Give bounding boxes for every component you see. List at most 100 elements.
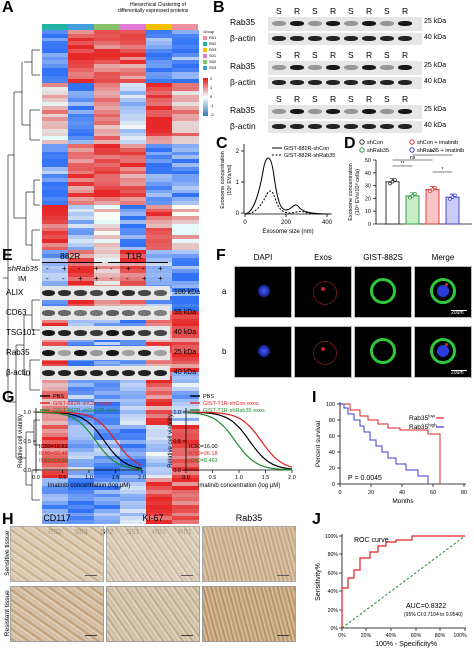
g-ic50: IC50=8.463 [189, 458, 218, 464]
heatmap-cell [42, 163, 69, 168]
cell-membrane [370, 278, 396, 304]
heatmap-cell [94, 98, 121, 103]
panel-letter-c: C [216, 135, 228, 152]
j-ytick: 60% [328, 571, 339, 577]
heatmap-cell [120, 250, 147, 255]
lane-label: R [294, 6, 301, 16]
lane-label: R [330, 50, 337, 60]
heatmap-cell [120, 144, 147, 149]
heatmap-cell [120, 98, 147, 103]
j-ytick: 0% [331, 626, 339, 632]
heatmap-cell [146, 303, 173, 308]
row-shrab35: shRab35 [8, 264, 39, 273]
heatmap-cell [172, 501, 199, 506]
heatmap-cell [68, 102, 95, 107]
heatmap-cell [94, 132, 121, 137]
band [106, 350, 119, 356]
d-ytick: 20 [365, 196, 371, 202]
heatmap-cell [42, 193, 69, 198]
g-xtick: 0.5 [59, 475, 67, 481]
blot-row [40, 286, 170, 300]
heatmap-cell [94, 71, 121, 77]
heatmap-cell [42, 98, 69, 103]
g-legend-label: GIST-882R-shRab35 exos [53, 408, 118, 414]
heatmap-cell [120, 277, 147, 282]
heatmap-cell [172, 151, 199, 156]
heatmap-cell [172, 425, 199, 430]
heatmap-cell [68, 49, 95, 54]
heatmap-cell [68, 265, 95, 270]
group-bar-cell [42, 24, 68, 30]
heatmap-cell [68, 87, 95, 92]
fluorescence-image [234, 326, 292, 378]
band [58, 310, 71, 316]
panel-letter-j: J [312, 511, 321, 528]
heatmap-cell [120, 163, 147, 168]
merge-nucleus [437, 285, 449, 297]
heatmap-cell [120, 60, 147, 65]
scale-tick: -2 [210, 112, 214, 117]
heatmap-cell [94, 166, 121, 172]
heatmap-cell [94, 193, 121, 198]
heatmap-cell [42, 482, 69, 487]
sign-im: - [110, 274, 113, 283]
heatmap-cell [42, 508, 69, 514]
g-ic50: IC50=32.46 [39, 451, 68, 457]
heatmap-cell [42, 258, 69, 263]
heatmap-cell [172, 330, 199, 335]
heatmap-cell [120, 52, 147, 58]
heatmap-cell [172, 79, 199, 84]
heatmap-cell [172, 68, 199, 73]
heatmap-cell [120, 463, 147, 468]
heatmap-cell [120, 459, 147, 464]
heatmap-cell [146, 41, 173, 46]
heatmap-cell [68, 159, 95, 164]
heatmap-cell [146, 489, 173, 495]
heatmap-cell [172, 163, 199, 168]
lane-label: R [330, 6, 337, 16]
heatmap-cell [146, 212, 173, 217]
heatmap-cell [42, 212, 69, 217]
band [344, 36, 358, 41]
ihc-scale-bar [85, 575, 97, 576]
heatmap-cell [172, 128, 199, 134]
heatmap-cell [172, 52, 199, 58]
band [398, 80, 412, 85]
g-xtick: 1.5 [112, 475, 120, 481]
kda-label: 100 kDa [174, 289, 201, 296]
band [308, 124, 322, 129]
heatmap-cell [94, 318, 121, 324]
heatmap-cell [94, 273, 121, 278]
j-ytick: 40% [328, 589, 339, 595]
c-ytick: 0 [236, 211, 240, 217]
heatmap-cell [172, 37, 199, 42]
band [122, 330, 135, 336]
heatmap-cell [68, 235, 95, 240]
band [272, 80, 286, 85]
ihc-scale-bar [277, 635, 289, 636]
heatmap-cell [172, 182, 199, 187]
heatmap-legend-title: Group [203, 29, 215, 34]
g-xtick: 1.0 [235, 475, 243, 481]
i-ytick: 100 [326, 402, 335, 408]
d-point [428, 189, 432, 194]
heatmap-cell [172, 417, 199, 422]
band [154, 350, 167, 356]
band [122, 290, 135, 296]
band [362, 36, 376, 41]
heatmap-cell [94, 489, 121, 495]
heatmap-cell [146, 71, 173, 77]
heatmap-cell [42, 41, 69, 46]
heatmap-cell [146, 136, 173, 141]
lane-label: S [348, 6, 354, 16]
exosome-dot [321, 347, 325, 351]
heatmap-cell [68, 64, 95, 69]
heatmap-cell [42, 398, 69, 403]
heatmap-cell [146, 151, 173, 156]
heatmap-cell [94, 56, 121, 61]
heatmap-cell [146, 106, 173, 111]
heatmap-cell [42, 360, 69, 365]
heatmap-cell [42, 189, 69, 194]
heatmap-cell [94, 467, 121, 472]
heatmap-cell [146, 391, 173, 396]
